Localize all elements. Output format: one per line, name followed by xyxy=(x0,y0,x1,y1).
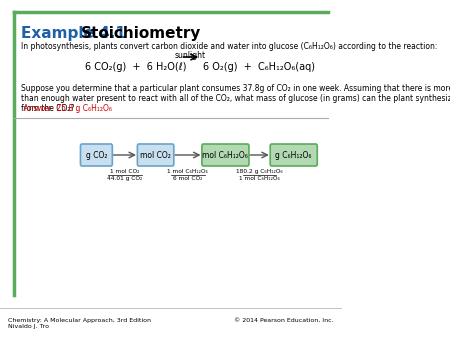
FancyBboxPatch shape xyxy=(270,144,317,166)
Text: mol C₆H₁₂O₆: mol C₆H₁₂O₆ xyxy=(202,150,248,160)
Text: 6 CO₂(g)  +  6 H₂O(ℓ): 6 CO₂(g) + 6 H₂O(ℓ) xyxy=(85,62,186,72)
Text: sunlight: sunlight xyxy=(175,51,206,60)
Text: 6 mol CO₂: 6 mol CO₂ xyxy=(173,176,202,181)
Text: © 2014 Pearson Education, Inc.: © 2014 Pearson Education, Inc. xyxy=(234,318,334,323)
FancyBboxPatch shape xyxy=(137,144,174,166)
Text: 1 mol C₆H₁₂O₆: 1 mol C₆H₁₂O₆ xyxy=(239,176,280,181)
Text: Suppose you determine that a particular plant consumes 37.8g of CO₂ in one week.: Suppose you determine that a particular … xyxy=(21,84,450,93)
Text: g C₆H₁₂O₆: g C₆H₁₂O₆ xyxy=(275,150,312,160)
Text: Example 4.1: Example 4.1 xyxy=(21,26,126,41)
Text: In photosynthesis, plants convert carbon dioxide and water into glucose (C₆H₁₂O₆: In photosynthesis, plants convert carbon… xyxy=(21,42,438,51)
Text: Answer: 25.8 g C₆H₁₂O₆: Answer: 25.8 g C₆H₁₂O₆ xyxy=(21,104,112,113)
Text: 44.01 g CO₂: 44.01 g CO₂ xyxy=(107,176,143,181)
Text: 1 mol C₆H₁₂O₆: 1 mol C₆H₁₂O₆ xyxy=(167,169,208,174)
Text: from the CO₂?: from the CO₂? xyxy=(21,104,75,113)
Text: 6 O₂(g)  +  C₆H₁₂O₆(aq): 6 O₂(g) + C₆H₁₂O₆(aq) xyxy=(203,62,315,72)
Text: Chemistry: A Molecular Approach, 3rd Edition
Nivaldo J. Tro: Chemistry: A Molecular Approach, 3rd Edi… xyxy=(8,318,151,329)
Text: mol CO₂: mol CO₂ xyxy=(140,150,171,160)
Text: than enough water present to react with all of the CO₂, what mass of glucose (in: than enough water present to react with … xyxy=(21,94,450,103)
Text: 1 mol CO₂: 1 mol CO₂ xyxy=(110,169,140,174)
FancyBboxPatch shape xyxy=(202,144,249,166)
Text: g CO₂: g CO₂ xyxy=(86,150,107,160)
Text: 180.2 g C₆H₁₂O₆: 180.2 g C₆H₁₂O₆ xyxy=(236,169,283,174)
FancyBboxPatch shape xyxy=(81,144,112,166)
Text: Stoichiometry: Stoichiometry xyxy=(81,26,202,41)
